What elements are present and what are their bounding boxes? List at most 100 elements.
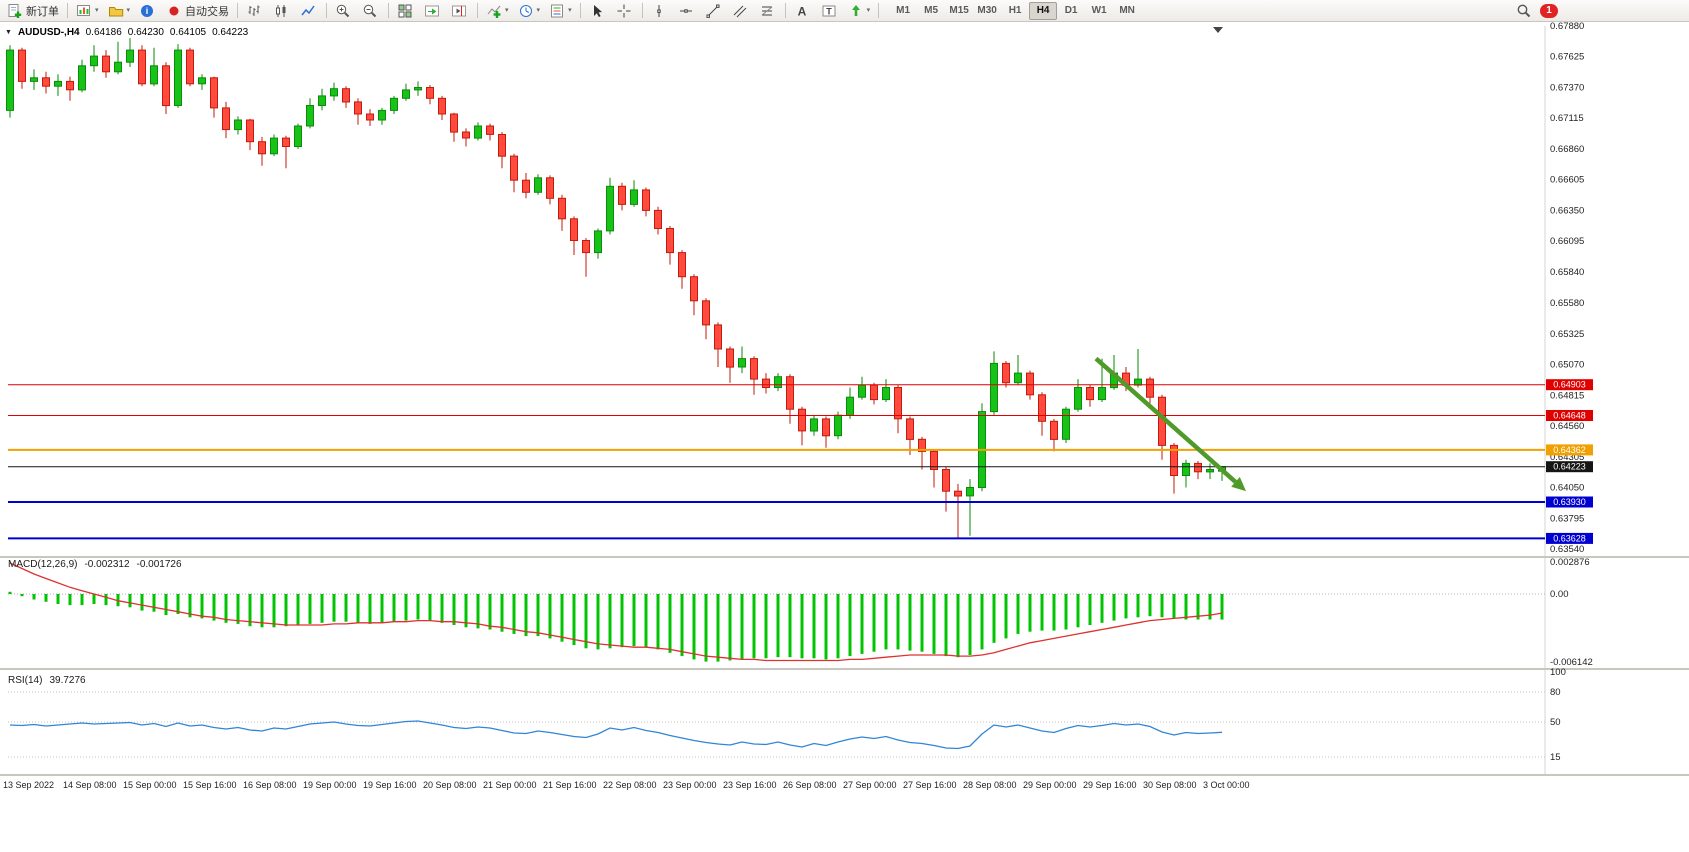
svg-text:0.64648: 0.64648 xyxy=(1553,411,1586,421)
indicators-button[interactable]: ▾ xyxy=(482,1,513,21)
cursor-button[interactable] xyxy=(585,1,611,21)
svg-text:0.66095: 0.66095 xyxy=(1550,236,1584,247)
trend-arrow-annotation[interactable] xyxy=(1094,356,1246,492)
svg-text:0.64223: 0.64223 xyxy=(1553,462,1586,472)
chevron-down-icon: ▾ xyxy=(126,7,131,14)
level-price-tag: 0.63628 xyxy=(1546,532,1593,544)
search-icon[interactable] xyxy=(1516,3,1532,19)
line-chart-button[interactable] xyxy=(296,1,322,21)
new-chart-icon xyxy=(76,3,92,19)
svg-text:29 Sep 00:00: 29 Sep 00:00 xyxy=(1023,780,1077,790)
timeframe-M15-button[interactable]: M15 xyxy=(949,4,969,16)
templates-button[interactable]: ▾ xyxy=(545,1,576,21)
timeframe-H4-button[interactable]: H4 xyxy=(1029,1,1058,20)
arrows-button[interactable]: ▾ xyxy=(844,1,875,21)
macd-axis[interactable]: 0.002876 0.00 -0.006142 xyxy=(1550,557,1593,668)
zoom-out-button[interactable] xyxy=(358,1,384,21)
svg-text:21 Sep 16:00: 21 Sep 16:00 xyxy=(543,780,597,790)
svg-text:21 Sep 00:00: 21 Sep 00:00 xyxy=(483,780,537,790)
zoom-in-icon xyxy=(335,3,351,19)
timeframe-M5-button[interactable]: M5 xyxy=(924,4,939,16)
channel-icon xyxy=(732,3,748,19)
autotrading-label: 自动交易 xyxy=(185,5,230,18)
data-window-icon: i xyxy=(139,3,155,19)
svg-text:i: i xyxy=(146,6,149,16)
tile-windows-button[interactable] xyxy=(393,1,419,21)
svg-text:0.63795: 0.63795 xyxy=(1550,513,1584,524)
horizontal-line-button[interactable] xyxy=(674,1,700,21)
svg-text:19 Sep 16:00: 19 Sep 16:00 xyxy=(363,780,417,790)
candlestick-chart-button[interactable] xyxy=(269,1,295,21)
chart-shift-button[interactable] xyxy=(447,1,473,21)
level-price-tag: 0.64362 xyxy=(1546,444,1593,456)
svg-text:0.64305: 0.64305 xyxy=(1550,452,1584,463)
svg-text:27 Sep 00:00: 27 Sep 00:00 xyxy=(843,780,897,790)
vertical-line-button[interactable] xyxy=(647,1,673,21)
auto-scroll-button[interactable] xyxy=(420,1,446,21)
candlestick-series xyxy=(6,38,1226,539)
price-axis[interactable]: 0.67880 0.67625 0.67370 0.67115 0.66860 0.666… xyxy=(1550,21,1584,555)
candlestick-chart-icon xyxy=(273,3,289,19)
panel-divider[interactable] xyxy=(0,774,1689,776)
svg-text:0.64903: 0.64903 xyxy=(1553,380,1586,390)
svg-text:23 Sep 16:00: 23 Sep 16:00 xyxy=(723,780,777,790)
bar-chart-button[interactable] xyxy=(242,1,268,21)
level-price-tag: 0.63930 xyxy=(1546,496,1593,508)
svg-text:20 Sep 08:00: 20 Sep 08:00 xyxy=(423,780,477,790)
svg-text:T: T xyxy=(826,6,832,16)
svg-text:50: 50 xyxy=(1550,717,1561,728)
level-price-tag: 0.64903 xyxy=(1546,379,1593,391)
notifications-badge[interactable]: 1 xyxy=(1540,3,1558,18)
new-order-label: 新订单 xyxy=(26,5,59,18)
timeframe-W1-button[interactable]: W1 xyxy=(1091,4,1107,16)
timeframe-M1-button[interactable]: M1 xyxy=(896,4,911,16)
svg-text:22 Sep 08:00: 22 Sep 08:00 xyxy=(603,780,657,790)
svg-text:-0.006142: -0.006142 xyxy=(1550,657,1593,668)
panel-divider[interactable] xyxy=(0,668,1689,670)
svg-text:0.65840: 0.65840 xyxy=(1550,267,1584,278)
svg-text:23 Sep 00:00: 23 Sep 00:00 xyxy=(663,780,717,790)
timeframe-M30-button[interactable]: M30 xyxy=(977,4,997,16)
trendline-icon xyxy=(705,3,721,19)
data-window-button[interactable]: i xyxy=(135,1,161,21)
macd-name: MACD(12,26,9) xyxy=(8,559,78,570)
level-price-tag: 0.64648 xyxy=(1546,410,1593,421)
svg-text:0.64560: 0.64560 xyxy=(1550,421,1584,432)
svg-text:0.63628: 0.63628 xyxy=(1553,533,1586,543)
bar-chart-icon xyxy=(246,3,262,19)
chart-shift-marker-icon[interactable] xyxy=(1213,27,1223,33)
low-value: 0.64105 xyxy=(169,27,207,38)
rsi-indicator-label: RSI(14) 39.7276 xyxy=(8,675,86,686)
timeframe-H1-button[interactable]: H1 xyxy=(1008,4,1022,16)
trendline-button[interactable] xyxy=(701,1,727,21)
autotrading-button[interactable]: 自动交易 xyxy=(162,1,233,21)
rsi-axis[interactable]: 100 80 50 15 xyxy=(1550,667,1566,763)
chart-shift-icon xyxy=(451,3,467,19)
zoom-out-icon xyxy=(362,3,378,19)
svg-text:0.65580: 0.65580 xyxy=(1550,298,1584,309)
fibonacci-button[interactable] xyxy=(755,1,781,21)
channel-button[interactable] xyxy=(728,1,754,21)
tile-windows-icon xyxy=(397,3,413,19)
periods-button[interactable]: ▾ xyxy=(514,1,545,21)
chevron-down-icon: ▾ xyxy=(866,7,871,14)
symbol-dropdown-icon[interactable]: ▼ xyxy=(5,29,12,36)
timeframe-D1-button[interactable]: D1 xyxy=(1064,4,1078,16)
macd-signal-line xyxy=(9,562,1223,662)
arrows-icon xyxy=(848,3,864,19)
timeframe-MN-button[interactable]: MN xyxy=(1119,4,1135,16)
svg-text:0.64050: 0.64050 xyxy=(1550,483,1584,494)
time-axis[interactable]: 13 Sep 2022 14 Sep 08:00 15 Sep 00:00 15 Se… xyxy=(3,780,1250,790)
crosshair-button[interactable] xyxy=(612,1,638,21)
panel-divider[interactable] xyxy=(0,556,1689,558)
text-button[interactable]: A xyxy=(790,1,816,21)
zoom-in-button[interactable] xyxy=(331,1,357,21)
profiles-button[interactable]: ▾ xyxy=(104,1,135,21)
text-label-button[interactable]: T xyxy=(817,1,843,21)
new-chart-button[interactable]: ▾ xyxy=(72,1,103,21)
toolbar-separator xyxy=(326,3,328,18)
svg-text:30 Sep 08:00: 30 Sep 08:00 xyxy=(1143,780,1197,790)
new-order-button[interactable]: 新订单 xyxy=(3,1,63,21)
